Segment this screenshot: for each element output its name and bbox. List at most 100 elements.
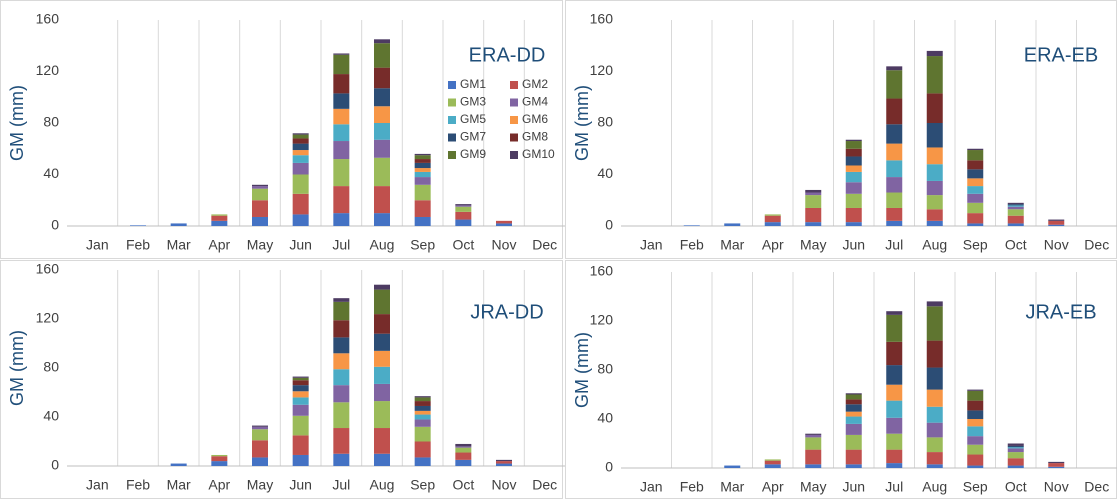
bar-segment bbox=[211, 220, 228, 226]
bar-segment bbox=[967, 465, 984, 468]
bar-segment bbox=[292, 162, 309, 175]
bar-segment bbox=[333, 301, 350, 321]
x-tick-label: Nov bbox=[492, 237, 517, 253]
bar-segment bbox=[292, 385, 309, 392]
bar-segment bbox=[252, 184, 268, 187]
legend-label: GM7 bbox=[460, 130, 486, 144]
x-tick-label: Dec bbox=[1084, 237, 1109, 253]
bar-segment bbox=[926, 209, 943, 221]
bar-segment bbox=[764, 460, 781, 465]
bar-segment bbox=[967, 213, 984, 224]
bar-segment bbox=[1007, 204, 1024, 206]
bar-segment bbox=[886, 341, 903, 366]
bar-segment bbox=[374, 453, 390, 466]
x-tick-label: Mar bbox=[167, 237, 191, 253]
bar-segment bbox=[252, 200, 268, 217]
bar-segment bbox=[1007, 465, 1024, 468]
chart-title: JRA-EB bbox=[1025, 301, 1096, 323]
y-tick-label: 0 bbox=[605, 459, 613, 475]
bar-segment bbox=[333, 298, 350, 302]
x-tick-label: Jan bbox=[86, 477, 109, 493]
bar-segment bbox=[805, 192, 822, 196]
x-tick-label: Dec bbox=[532, 237, 557, 253]
bar-segment bbox=[292, 376, 309, 378]
bar-segment bbox=[845, 416, 862, 424]
bar-segment bbox=[845, 393, 862, 395]
bar-segment bbox=[805, 207, 822, 223]
bar-segment bbox=[967, 436, 984, 445]
bar-segment bbox=[374, 366, 390, 384]
y-tick-label: 160 bbox=[590, 263, 614, 279]
bar-segment bbox=[333, 53, 350, 55]
bar-segment bbox=[926, 406, 943, 423]
bar-segment bbox=[374, 213, 390, 226]
x-tick-label: Oct bbox=[1005, 479, 1027, 495]
bar-segment bbox=[926, 147, 943, 165]
bar-segment bbox=[170, 223, 187, 226]
bar-segment bbox=[333, 213, 350, 226]
bar-segment bbox=[211, 454, 228, 457]
bar-segment bbox=[333, 385, 350, 403]
bar-segment bbox=[455, 204, 472, 206]
bar-segment bbox=[845, 222, 862, 226]
bar-segment bbox=[292, 397, 309, 405]
bar-segment bbox=[1007, 205, 1024, 207]
bar-segment bbox=[926, 340, 943, 368]
bar-segment bbox=[414, 396, 431, 398]
y-tick-label: 120 bbox=[590, 312, 614, 328]
bar-segment bbox=[926, 452, 943, 465]
bar-segment bbox=[845, 148, 862, 157]
legend-label: GM8 bbox=[522, 130, 548, 144]
bar-segment bbox=[886, 124, 903, 144]
bar-segment bbox=[845, 182, 862, 194]
bar-segment bbox=[252, 457, 268, 466]
x-tick-label: Jun bbox=[289, 477, 312, 493]
bar-segment bbox=[292, 214, 309, 226]
bar-segment bbox=[414, 200, 431, 217]
bar-segment bbox=[886, 220, 903, 226]
bar-segment bbox=[805, 195, 822, 208]
bar-segment bbox=[333, 186, 350, 214]
chart-title: JRA-DD bbox=[470, 301, 543, 323]
bar-segment bbox=[886, 177, 903, 193]
x-tick-label: Apr bbox=[208, 237, 230, 253]
y-axis-label: GM (mm) bbox=[7, 85, 27, 161]
y-tick-label: 160 bbox=[590, 11, 614, 27]
bar-segment bbox=[886, 384, 903, 401]
bar-segment bbox=[805, 189, 822, 193]
bar-segment bbox=[724, 465, 741, 468]
bar-segment bbox=[805, 222, 822, 226]
panel-border bbox=[0, 260, 563, 499]
bar-segment bbox=[414, 216, 431, 226]
bar-segment bbox=[967, 193, 984, 203]
bar-segment bbox=[374, 39, 390, 44]
bar-segment bbox=[926, 50, 943, 57]
bar-segment bbox=[886, 192, 903, 208]
bar-segment bbox=[333, 428, 350, 454]
bar-segment bbox=[455, 459, 472, 466]
y-axis-label: GM (mm) bbox=[572, 85, 592, 161]
bar-segment bbox=[1007, 206, 1024, 210]
bar-segment bbox=[414, 397, 431, 402]
bar-segment bbox=[1007, 215, 1024, 224]
bar-segment bbox=[926, 301, 943, 307]
panel-border bbox=[565, 260, 1117, 499]
bar-segment bbox=[764, 464, 781, 468]
bar-segment bbox=[374, 289, 390, 315]
bar-segment bbox=[1048, 220, 1065, 225]
bar-segment bbox=[374, 123, 390, 140]
bar-segment bbox=[967, 410, 984, 419]
bar-segment bbox=[455, 211, 472, 220]
bar-segment bbox=[1048, 219, 1065, 221]
bar-segment bbox=[845, 434, 862, 450]
bar-segment bbox=[926, 93, 943, 123]
bar-segment bbox=[333, 353, 350, 370]
bar-segment bbox=[886, 314, 903, 342]
x-tick-label: Mar bbox=[720, 237, 744, 253]
x-tick-label: Jun bbox=[289, 237, 312, 253]
legend-swatch bbox=[510, 98, 518, 107]
bar-segment bbox=[805, 433, 822, 435]
bar-segment bbox=[1007, 452, 1024, 459]
legend-swatch bbox=[510, 151, 518, 159]
x-tick-label: Sep bbox=[410, 237, 435, 253]
